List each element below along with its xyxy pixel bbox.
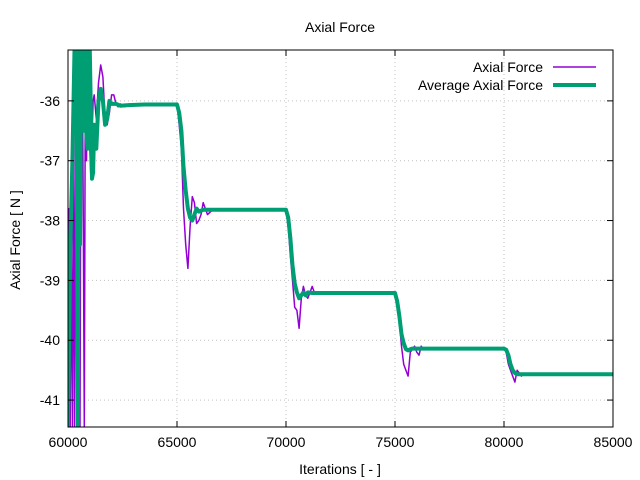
y-tick-label: -37	[40, 153, 60, 169]
y-tick-label: -41	[40, 392, 60, 408]
x-tick-label: 75000	[376, 434, 415, 450]
x-tick-label: 80000	[485, 434, 524, 450]
series-line-average-axial-force	[68, 50, 613, 427]
x-axis-title: Iterations [ - ]	[299, 461, 381, 477]
plot-border	[67, 49, 614, 428]
x-tick-label: 60000	[49, 434, 88, 450]
y-tick-label: -38	[40, 213, 60, 229]
grid	[68, 50, 613, 427]
legend-label: Average Axial Force	[418, 77, 543, 93]
y-axis: -36 -37 -38 -39 -40 -41	[40, 93, 613, 408]
x-tick-label: 85000	[594, 434, 633, 450]
series-line-axial-force	[68, 50, 613, 427]
y-tick-label: -39	[40, 272, 60, 288]
legend-label: Axial Force	[473, 59, 543, 75]
x-tick-label: 70000	[267, 434, 306, 450]
legend: Axial Force Average Axial Force	[418, 59, 596, 93]
y-tick-label: -40	[40, 332, 60, 348]
y-axis-title: Axial Force [ N ]	[7, 190, 23, 290]
plot-area	[68, 50, 613, 427]
x-axis: 60000 65000 70000 75000 80000 85000	[49, 50, 633, 450]
chart-title: Axial Force	[305, 19, 375, 35]
y-tick-label: -36	[40, 93, 60, 109]
x-tick-label: 65000	[158, 434, 197, 450]
